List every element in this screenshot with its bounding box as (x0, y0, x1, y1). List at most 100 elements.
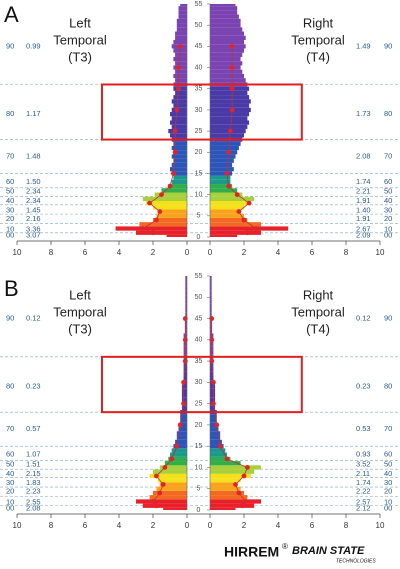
right-trend-dot (228, 128, 233, 134)
right-bar (210, 290, 212, 296)
left-band-value: 2.08 (26, 504, 41, 513)
band-label: 20 (384, 487, 392, 496)
x-tick-label: 4 (117, 248, 122, 257)
right-bar (210, 213, 244, 218)
right-band-value: 1.49 (356, 41, 371, 50)
right-band-value: 2.67 (356, 224, 371, 233)
right-title: (T4) (306, 49, 330, 64)
left-bar (173, 150, 187, 155)
left-bar (175, 78, 187, 83)
right-bar (210, 222, 261, 227)
logo: BRAIN STATE (292, 545, 365, 557)
left-bar (185, 324, 187, 330)
right-bar (210, 282, 212, 287)
right-bar (210, 499, 261, 504)
right-trend-dot (253, 226, 259, 231)
right-bar (210, 217, 248, 223)
right-bar (210, 27, 243, 32)
left-bar (136, 499, 187, 504)
right-trend-dot (224, 171, 230, 176)
left-bar (171, 145, 187, 151)
left-bar (183, 367, 187, 372)
x-tick-label: 10 (13, 521, 22, 530)
x-tick-label: 4 (276, 521, 281, 530)
band-label: 90 (6, 41, 14, 50)
left-trend-dot (177, 43, 183, 49)
band-label: 80 (384, 382, 392, 391)
left-bar (170, 133, 187, 138)
left-trend-dot (174, 443, 180, 449)
right-band-value: 1.73 (356, 109, 371, 118)
left-trend-dot (160, 482, 166, 487)
right-bar (210, 171, 233, 176)
y-tick-label: 30 (195, 379, 203, 386)
left-trend-dot (140, 226, 146, 231)
y-tick-label: 15 (195, 443, 203, 450)
band-label: 70 (384, 151, 392, 160)
right-bar (210, 192, 243, 197)
left-band-value: 1.17 (26, 109, 41, 118)
right-bar (210, 452, 227, 457)
right-title: (T4) (306, 321, 330, 336)
y-tick-label: 20 (195, 149, 203, 156)
right-bar (210, 103, 250, 108)
band-label: 60 (6, 177, 14, 186)
left-bar (178, 422, 187, 428)
left-bar (178, 427, 187, 432)
right-trend-dot (211, 401, 216, 407)
left-bar (173, 103, 187, 108)
left-bar (149, 473, 187, 479)
left-trend-dot (169, 456, 175, 462)
right-bar (210, 167, 234, 172)
left-title: (T3) (68, 49, 92, 64)
band-label: 10 (384, 497, 392, 506)
right-bar (210, 141, 241, 146)
y-tick-label: 5 (197, 486, 201, 493)
right-bar (210, 78, 246, 83)
band-label: 50 (6, 187, 14, 196)
x-tick-label: 6 (83, 248, 88, 257)
left-title: Temporal (53, 304, 107, 319)
left-trend-dot (181, 401, 187, 407)
left-band-value: 2.55 (26, 497, 41, 506)
right-band-value: 1.74 (356, 177, 371, 186)
right-trend-dot (229, 86, 235, 92)
left-trend-dot (147, 200, 153, 206)
y-tick-label: 15 (195, 170, 203, 177)
left-trend-dot (159, 192, 164, 198)
brand-reg: ® (282, 542, 288, 551)
right-trend-dot (209, 316, 215, 321)
band-label: 70 (6, 151, 14, 160)
left-bar (185, 290, 187, 296)
panel-label: A (4, 2, 19, 27)
left-trend-dot (154, 473, 159, 479)
left-bar (173, 141, 187, 146)
left-bar (173, 158, 187, 163)
band-label: 00 (384, 231, 392, 240)
x-tick-label: 0 (208, 248, 213, 257)
left-title: (T3) (68, 321, 92, 336)
left-title: Left (69, 287, 91, 302)
right-trend-dot (245, 230, 250, 236)
x-tick-label: 0 (208, 521, 213, 530)
right-trend-dot (233, 482, 238, 487)
band-label: 90 (384, 314, 392, 323)
left-band-value: 2.34 (26, 196, 41, 205)
left-trend-dot (176, 65, 181, 70)
left-bar (175, 61, 187, 66)
left-bar (173, 73, 187, 79)
right-bar (210, 384, 216, 389)
band-label: 50 (384, 187, 392, 196)
panel-label: B (4, 276, 19, 301)
right-band-value: 2.21 (356, 187, 371, 196)
right-trend-dot (224, 456, 230, 462)
right-bar (210, 65, 241, 70)
right-bar (210, 48, 244, 53)
right-bar (210, 95, 250, 100)
right-bar (210, 329, 212, 334)
band-label: 20 (6, 487, 14, 496)
x-tick-label: 4 (117, 521, 122, 530)
right-bar (210, 184, 233, 189)
x-tick-label: 10 (13, 248, 22, 257)
